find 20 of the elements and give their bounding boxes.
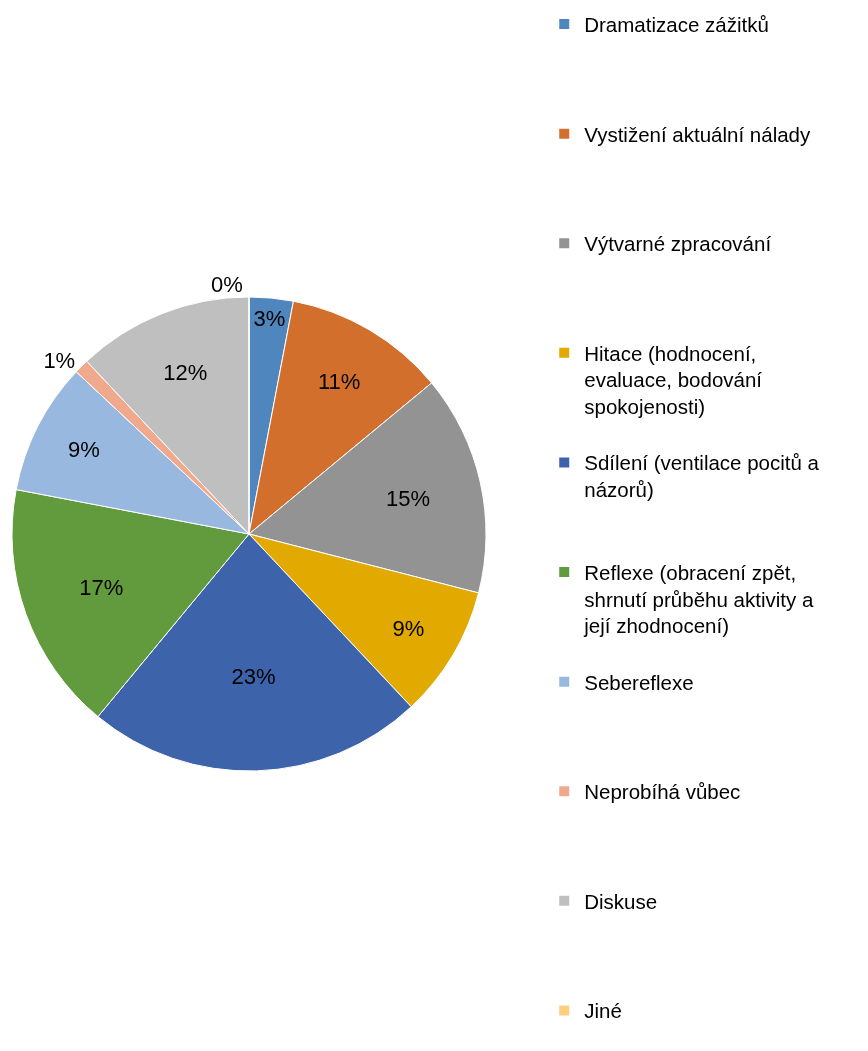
legend-label: Sebereflexe	[584, 670, 694, 694]
legend-label: Diskuse	[584, 889, 658, 913]
legend-label: Reflexe (obracení zpět, shrnutí průběhu aktivity a její zhodnocení)	[583, 561, 814, 638]
legend-label: Vystižení aktuální nálady	[584, 122, 811, 146]
data-label: 9%	[68, 437, 100, 463]
legend-label: Sdílení (ventilace pocitů a názorů)	[584, 451, 820, 502]
legend-label: Výtvarné zpracování	[584, 232, 772, 256]
text: 0%	[210, 272, 243, 297]
data-label: 3%	[253, 305, 286, 331]
data-label: 17%	[79, 574, 124, 600]
data-label: 9%	[392, 615, 425, 641]
legend-label: Neprobíhá vůbec	[584, 780, 741, 804]
data-label: 1%	[43, 347, 76, 373]
legend-label: Jiné	[584, 999, 622, 1023]
data-label: 23%	[231, 664, 276, 690]
data-label: 11%	[317, 369, 361, 395]
data-label: 15%	[386, 485, 431, 511]
data-label: 12%	[163, 360, 208, 386]
legend-label: Dramatizace zážitků	[584, 13, 769, 37]
legend-label: Hitace (hodnocení, evaluace, bodování spokojenosti)	[584, 341, 763, 419]
